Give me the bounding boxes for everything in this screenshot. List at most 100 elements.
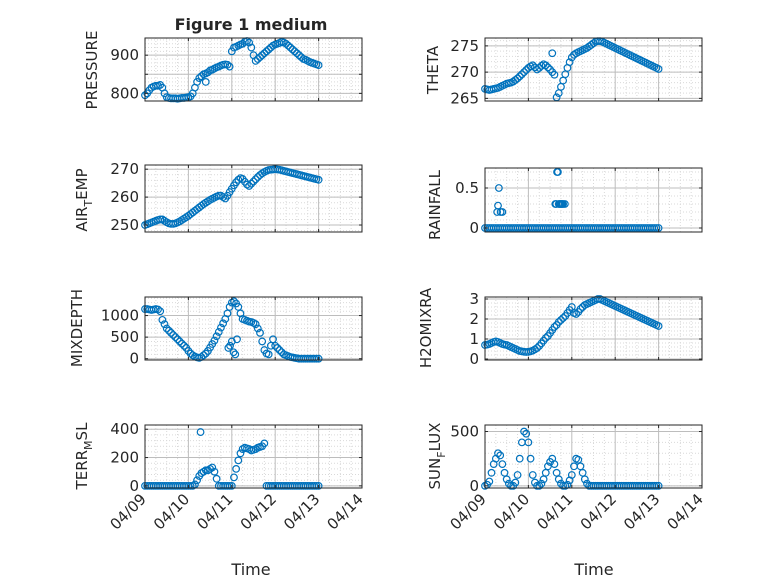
ytick-label: 3 (469, 290, 479, 308)
data-point (275, 346, 284, 354)
data-point (173, 335, 182, 344)
ylabel-pressure: PRESSURE (83, 31, 101, 110)
scatter-series (481, 427, 663, 490)
data-point (232, 464, 241, 473)
ytick-label: 0 (469, 219, 479, 237)
data-point (528, 61, 537, 70)
data-point (550, 460, 559, 469)
ytick-label: 270 (110, 160, 139, 178)
data-point (219, 319, 228, 328)
ylabel-air-main: AIR (73, 207, 91, 232)
data-point (559, 314, 568, 322)
data-point (195, 74, 204, 82)
ytick-label: 0 (469, 477, 479, 495)
plot-area: 265 270 275 (450, 37, 703, 107)
data-point (224, 344, 233, 352)
ylabel-h2omixra: H2OMIXRA (417, 287, 435, 368)
data-point (565, 58, 574, 67)
data-point (230, 297, 238, 306)
plot-area: 0 500 1000 (101, 296, 363, 368)
data-point (517, 70, 526, 79)
data-point (210, 467, 219, 476)
scatter-series (141, 165, 323, 229)
scatter-series (141, 297, 323, 363)
data-point (258, 337, 267, 346)
scatter-series (481, 37, 663, 102)
ylabel-sun-tail: LUX (426, 423, 444, 452)
data-point (196, 428, 205, 436)
data-point (550, 70, 559, 79)
data-point (288, 45, 297, 54)
data-point (513, 74, 522, 83)
data-point (494, 184, 503, 192)
data-point (560, 200, 569, 208)
panel-h2omixra: 0 1 2 3 H2OMIXRA (417, 287, 703, 368)
data-point (247, 43, 256, 52)
data-point (177, 339, 186, 348)
ytick-label: 260 (110, 188, 139, 206)
data-point (232, 178, 241, 187)
data-point (256, 328, 264, 337)
data-point (293, 49, 301, 58)
data-point (201, 78, 210, 86)
data-point (260, 439, 269, 448)
data-point (502, 475, 511, 484)
data-point (162, 324, 171, 333)
axes-background (485, 168, 702, 232)
data-point (214, 191, 223, 200)
ylabel-terr-main: TERR (73, 450, 91, 491)
figure-title: Figure 1 medium (175, 15, 328, 34)
data-point (528, 471, 537, 479)
data-point (290, 47, 299, 56)
data-point (253, 324, 262, 333)
axes-box (484, 424, 703, 489)
data-point (260, 49, 269, 58)
data-point (264, 350, 273, 359)
data-point (515, 72, 524, 81)
data-point (533, 344, 541, 352)
panel-air-temp: 250 260 270 AIRTEMP (73, 160, 363, 234)
axes-box (484, 296, 703, 361)
data-point (160, 89, 169, 98)
data-point (498, 208, 507, 216)
data-point (314, 175, 323, 184)
data-point (236, 449, 245, 458)
plot-area: 0 1 2 3 (469, 290, 703, 368)
data-point (210, 336, 219, 345)
data-point (654, 481, 663, 490)
data-point (156, 307, 165, 316)
ytick-label: 900 (110, 46, 139, 64)
ytick-label: 500 (450, 423, 479, 441)
ylabel-air-temp: AIRTEMP (73, 168, 95, 231)
data-point (223, 481, 232, 490)
plot-area: 250 260 270 (110, 160, 363, 234)
data-point (496, 451, 505, 460)
axes-box (144, 37, 363, 102)
axes-box (144, 296, 363, 361)
data-point (526, 454, 535, 463)
data-point (310, 481, 319, 490)
data-point (193, 476, 201, 485)
data-point (576, 305, 585, 313)
ylabel-sun-sub: F (435, 451, 448, 457)
data-point (286, 43, 295, 52)
plot-area: 00.5 (455, 167, 703, 237)
data-point (535, 481, 544, 490)
data-point (226, 341, 234, 350)
data-point (652, 481, 661, 490)
ylabel-mixdepth: MIXDEPTH (68, 289, 86, 367)
xlabel-right: Time (573, 560, 613, 579)
data-point (284, 41, 293, 50)
ytick-label: 275 (450, 37, 479, 55)
data-point (154, 305, 162, 314)
data-point (234, 456, 243, 465)
data-point (262, 47, 271, 56)
data-point (559, 481, 568, 490)
ytick-label: 265 (450, 89, 479, 107)
data-point (249, 177, 258, 186)
data-point (310, 354, 319, 363)
data-point (548, 49, 557, 58)
axes-box (484, 37, 703, 102)
xlabel-left: Time (230, 560, 270, 579)
